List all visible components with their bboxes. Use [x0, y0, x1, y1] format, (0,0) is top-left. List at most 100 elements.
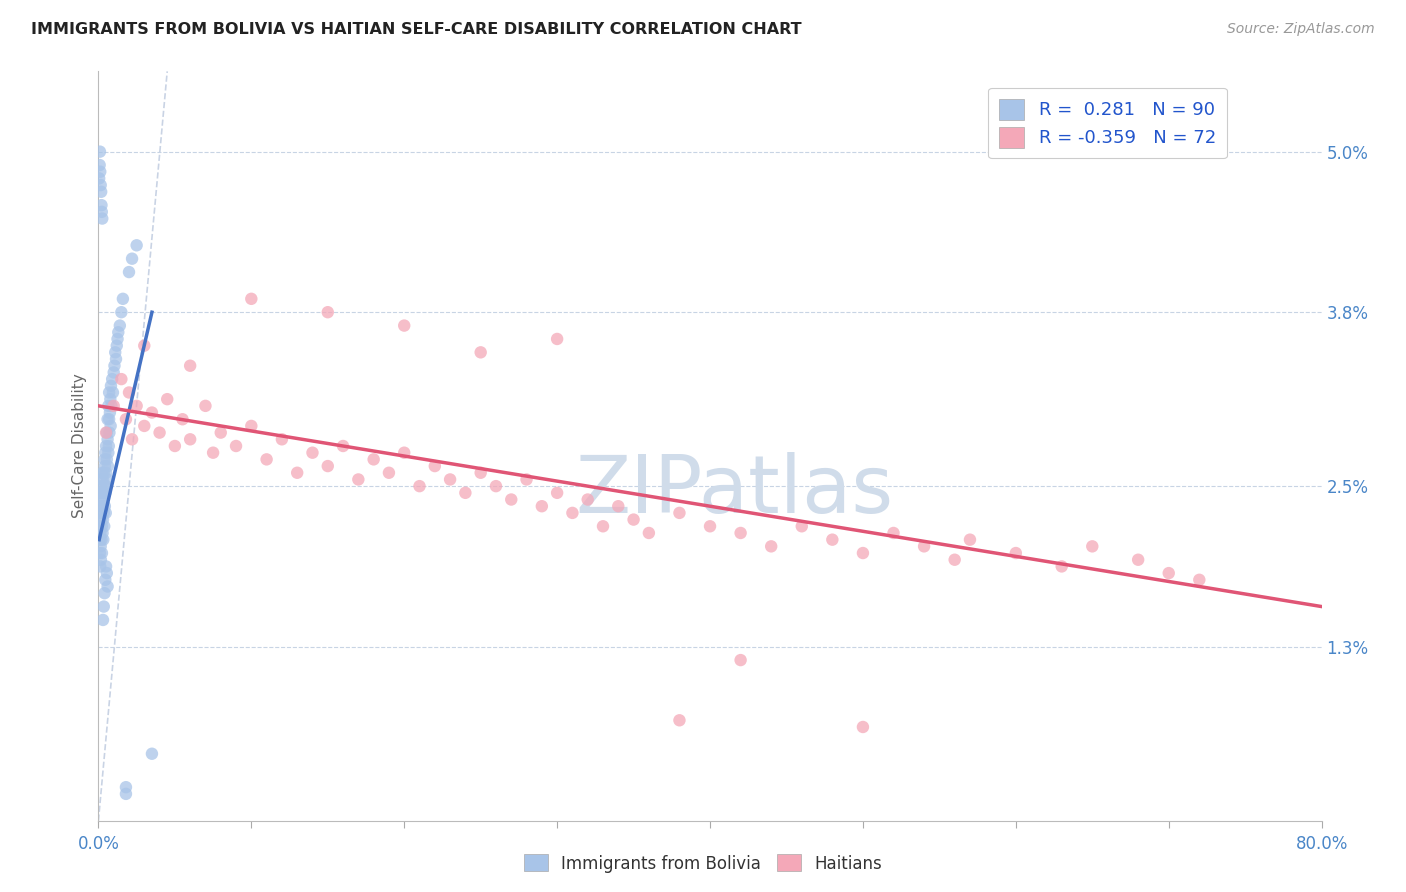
- Point: [115, 412, 138, 426]
- Point: [110, 305, 132, 319]
- Point: [576, 492, 599, 507]
- Point: [111, 292, 134, 306]
- Point: [668, 714, 690, 728]
- Point: [94, 485, 117, 500]
- Point: [501, 492, 523, 507]
- Point: [89, 546, 111, 560]
- Point: [90, 492, 112, 507]
- Point: [89, 145, 111, 159]
- Point: [240, 419, 263, 434]
- Point: [561, 506, 583, 520]
- Point: [90, 198, 112, 212]
- Point: [100, 419, 122, 434]
- Point: [94, 439, 117, 453]
- Point: [90, 519, 112, 533]
- Point: [470, 345, 492, 359]
- Point: [93, 506, 115, 520]
- Point: [91, 492, 114, 507]
- Point: [121, 433, 143, 447]
- Point: [256, 452, 278, 467]
- Point: [730, 526, 752, 541]
- Point: [89, 533, 111, 547]
- Point: [90, 506, 112, 520]
- Point: [103, 366, 125, 380]
- Point: [93, 599, 115, 614]
- Point: [912, 539, 935, 553]
- Point: [105, 351, 128, 366]
- Point: [91, 473, 114, 487]
- Legend: Immigrants from Bolivia, Haitians: Immigrants from Bolivia, Haitians: [517, 847, 889, 880]
- Point: [761, 539, 783, 553]
- Point: [852, 546, 875, 560]
- Point: [93, 586, 115, 600]
- Point: [91, 466, 114, 480]
- Point: [89, 500, 111, 514]
- Point: [163, 439, 186, 453]
- Point: [103, 359, 125, 373]
- Point: [392, 318, 416, 333]
- Point: [1157, 566, 1180, 581]
- Point: [94, 425, 117, 440]
- Point: [90, 539, 112, 553]
- Point: [668, 506, 690, 520]
- Point: [101, 385, 124, 400]
- Point: [125, 238, 148, 252]
- Point: [89, 171, 111, 186]
- Point: [96, 452, 118, 467]
- Point: [101, 372, 124, 386]
- Point: [89, 519, 111, 533]
- Point: [141, 405, 163, 420]
- Point: [637, 526, 661, 541]
- Point: [89, 559, 111, 574]
- Point: [485, 479, 508, 493]
- Point: [1081, 539, 1104, 553]
- Point: [98, 392, 121, 407]
- Point: [202, 446, 225, 460]
- Point: [107, 332, 129, 346]
- Point: [94, 573, 117, 587]
- Point: [89, 485, 111, 500]
- Point: [89, 164, 111, 178]
- Point: [134, 338, 156, 352]
- Point: [91, 500, 114, 514]
- Point: [98, 425, 121, 440]
- Point: [378, 466, 401, 480]
- Point: [90, 512, 112, 526]
- Point: [194, 399, 217, 413]
- Point: [98, 405, 121, 420]
- Point: [96, 479, 118, 493]
- Point: [592, 519, 614, 533]
- Point: [270, 433, 294, 447]
- Point: [699, 519, 721, 533]
- Point: [316, 305, 339, 319]
- Point: [90, 178, 112, 192]
- Text: Source: ZipAtlas.com: Source: ZipAtlas.com: [1227, 22, 1375, 37]
- Point: [115, 780, 138, 795]
- Point: [97, 439, 120, 453]
- Point: [94, 466, 117, 480]
- Point: [943, 552, 966, 567]
- Point: [94, 459, 117, 474]
- Point: [1128, 552, 1150, 567]
- Point: [347, 473, 370, 487]
- Point: [118, 385, 141, 400]
- Text: IMMIGRANTS FROM BOLIVIA VS HAITIAN SELF-CARE DISABILITY CORRELATION CHART: IMMIGRANTS FROM BOLIVIA VS HAITIAN SELF-…: [31, 22, 801, 37]
- Point: [103, 399, 125, 413]
- Point: [96, 425, 118, 440]
- Point: [141, 747, 163, 761]
- Point: [134, 419, 156, 434]
- Legend: R =  0.281   N = 90, R = -0.359   N = 72: R = 0.281 N = 90, R = -0.359 N = 72: [988, 88, 1227, 159]
- Point: [93, 479, 115, 493]
- Point: [107, 325, 129, 339]
- Point: [316, 459, 339, 474]
- Point: [91, 613, 114, 627]
- Point: [97, 446, 120, 460]
- Point: [105, 338, 128, 352]
- Point: [100, 378, 122, 392]
- Point: [89, 526, 111, 541]
- Point: [516, 473, 538, 487]
- Y-axis label: Self-Care Disability: Self-Care Disability: [72, 374, 87, 518]
- Point: [104, 345, 127, 359]
- Point: [959, 533, 981, 547]
- Point: [97, 459, 120, 474]
